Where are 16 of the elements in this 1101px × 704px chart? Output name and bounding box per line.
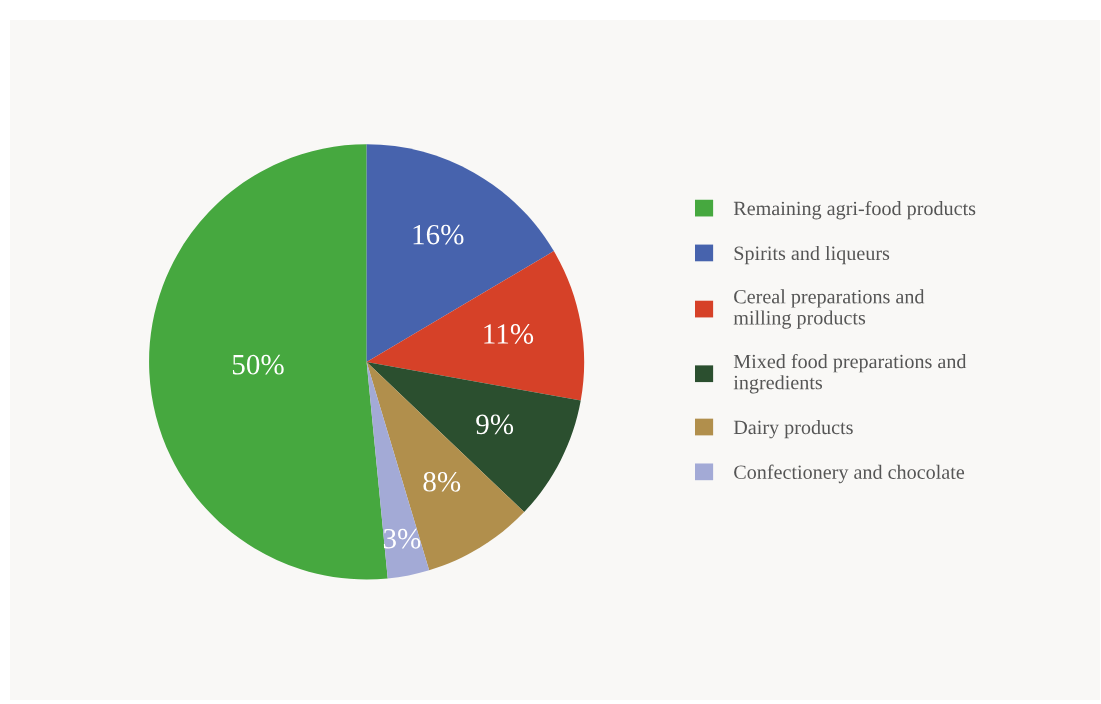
data-label: 9% (476, 414, 514, 435)
pie-slice (366, 251, 585, 401)
legend-label: Cereal preparations and milling products (733, 289, 925, 329)
pie-slice (366, 144, 554, 362)
pie-slice (366, 361, 581, 512)
data-label: 16% (413, 224, 464, 245)
legend-label: Remaining agri-food products (733, 200, 976, 220)
data-label: 50% (232, 354, 284, 375)
legend-label: Dairy products (733, 419, 853, 439)
legend-label: Mixed food preparations and ingredients (733, 353, 967, 394)
data-label: 11% (484, 324, 534, 344)
data-label: 8% (423, 471, 461, 492)
pie-slice (366, 361, 525, 571)
legend-label: Spirits and liqueurs (734, 245, 890, 265)
legend-label: Confectionery and chocolate (734, 464, 965, 484)
data-label: 3% (383, 528, 421, 549)
